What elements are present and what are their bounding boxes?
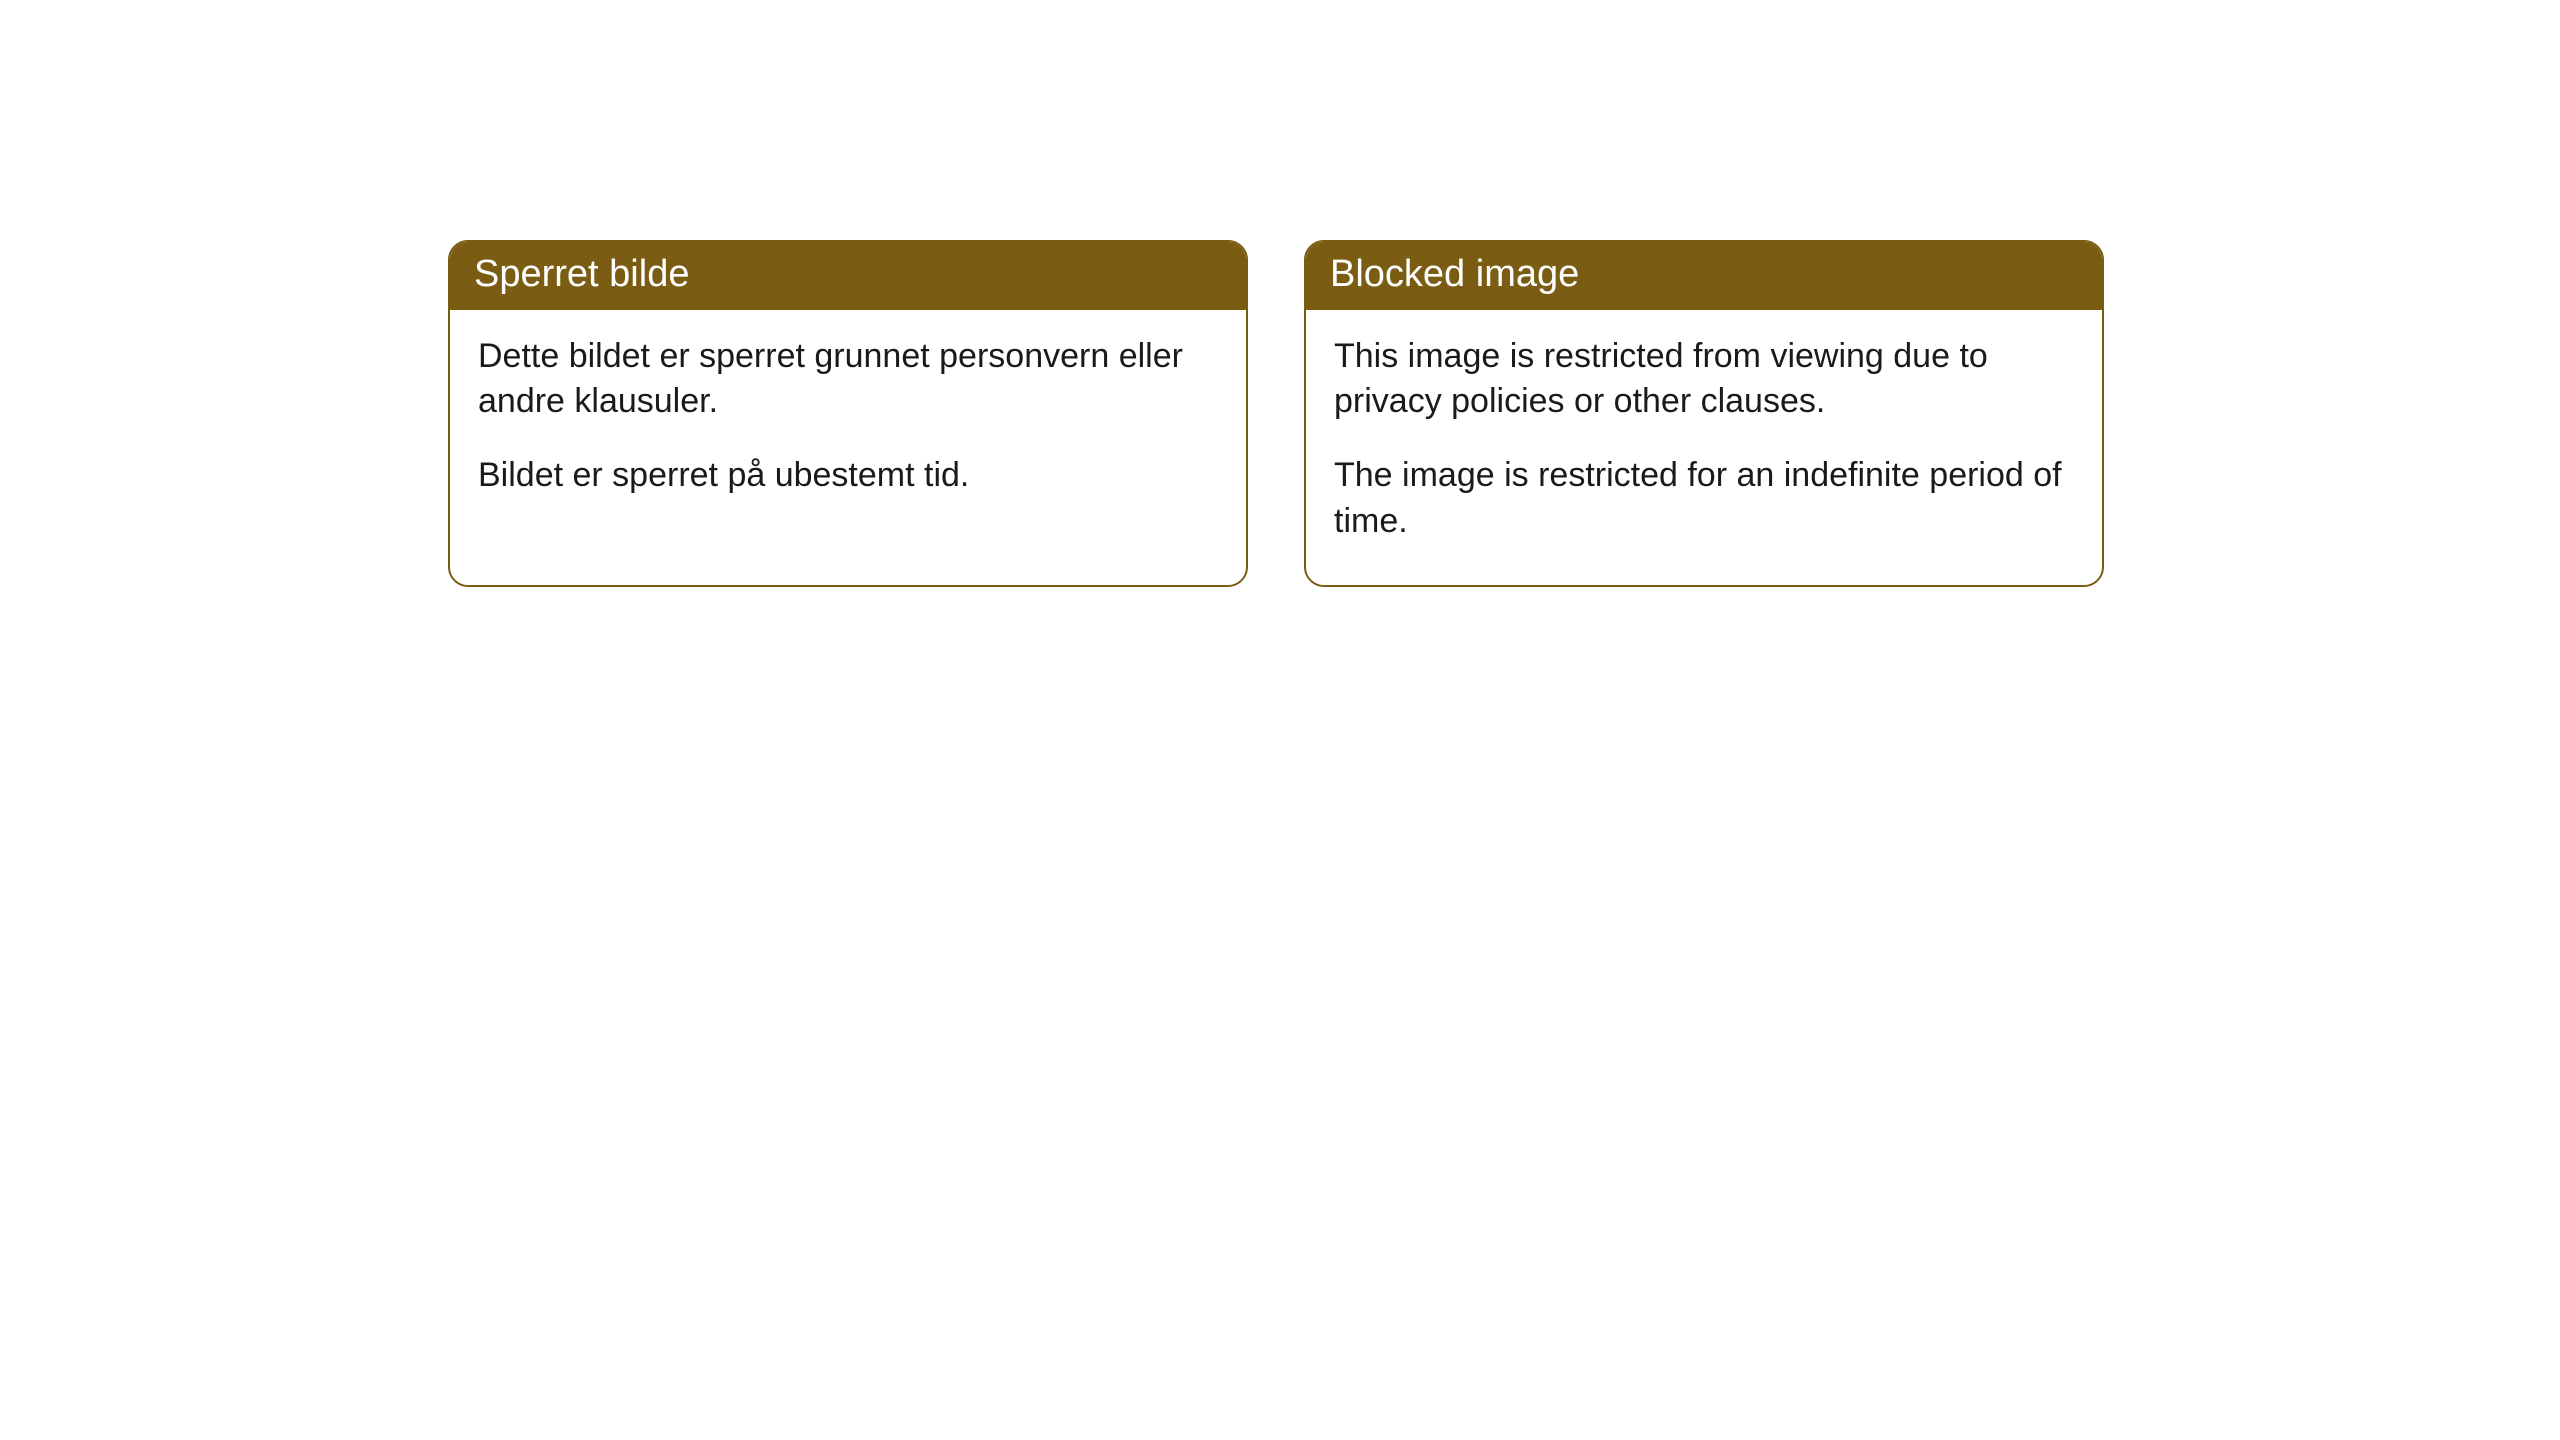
card-body: Dette bildet er sperret grunnet personve… (450, 310, 1246, 540)
card-paragraph: Bildet er sperret på ubestemt tid. (478, 453, 1218, 499)
card-paragraph: The image is restricted for an indefinit… (1334, 453, 2074, 545)
card-header: Blocked image (1306, 242, 2102, 310)
card-paragraph: Dette bildet er sperret grunnet personve… (478, 334, 1218, 426)
notice-card-norwegian: Sperret bilde Dette bildet er sperret gr… (448, 240, 1248, 587)
notice-cards-container: Sperret bilde Dette bildet er sperret gr… (448, 240, 2104, 587)
card-paragraph: This image is restricted from viewing du… (1334, 334, 2074, 426)
notice-card-english: Blocked image This image is restricted f… (1304, 240, 2104, 587)
card-body: This image is restricted from viewing du… (1306, 310, 2102, 586)
card-header: Sperret bilde (450, 242, 1246, 310)
